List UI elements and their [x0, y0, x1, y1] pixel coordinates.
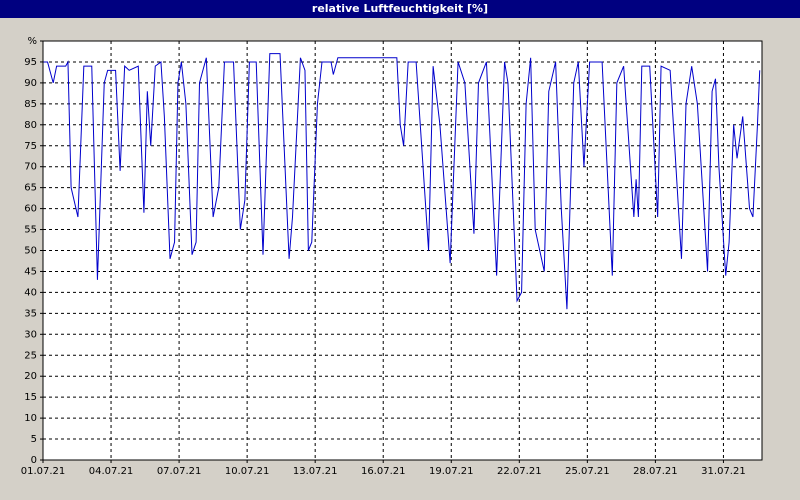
x-tick-label: 10.07.21	[225, 466, 270, 477]
y-tick-label: 50	[24, 246, 37, 257]
plot-area	[43, 41, 762, 460]
y-tick-label: 40	[24, 287, 37, 298]
y-tick-label: 10	[24, 413, 37, 424]
data-line	[43, 53, 761, 310]
x-tick-label: 19.07.21	[429, 466, 474, 477]
x-tick-label: 28.07.21	[633, 466, 678, 477]
y-tick-label: 35	[24, 308, 37, 319]
x-tick-label: 31.07.21	[701, 466, 746, 477]
y-tick-label: 95	[24, 57, 37, 68]
y-tick-label: 15	[24, 392, 37, 403]
x-tick-label: 01.07.21	[21, 466, 66, 477]
y-tick-label: 45	[24, 266, 37, 277]
x-tick-label: 04.07.21	[89, 466, 134, 477]
chart-title: relative Luftfeuchtigkeit [%]	[312, 2, 488, 15]
x-tick-label: 13.07.21	[293, 466, 338, 477]
plot-border	[42, 40, 763, 461]
y-tick-label: 90	[24, 78, 37, 89]
y-tick-label: 65	[24, 183, 37, 194]
y-tick-label: 60	[24, 204, 37, 215]
y-tick-label: 30	[24, 329, 37, 340]
y-tick-label: 80	[24, 120, 37, 131]
y-tick-label: 5	[31, 434, 37, 445]
y-tick-label: 85	[24, 99, 37, 110]
marks	[43, 53, 761, 310]
y-tick-label: 25	[24, 350, 37, 361]
title-bar	[0, 0, 800, 18]
y-tick-label: 20	[24, 371, 37, 382]
y-tick-label: 55	[24, 225, 37, 236]
y-tick-label: 0	[31, 455, 37, 466]
y-tick-label: 70	[24, 162, 37, 173]
y-tick-label: 75	[24, 141, 37, 152]
x-tick-label: 07.07.21	[157, 466, 202, 477]
x-tick-label: 16.07.21	[361, 466, 406, 477]
x-tick-label: 25.07.21	[565, 466, 610, 477]
y-tick-label: %	[27, 36, 37, 47]
x-tick-label: 22.07.21	[497, 466, 542, 477]
